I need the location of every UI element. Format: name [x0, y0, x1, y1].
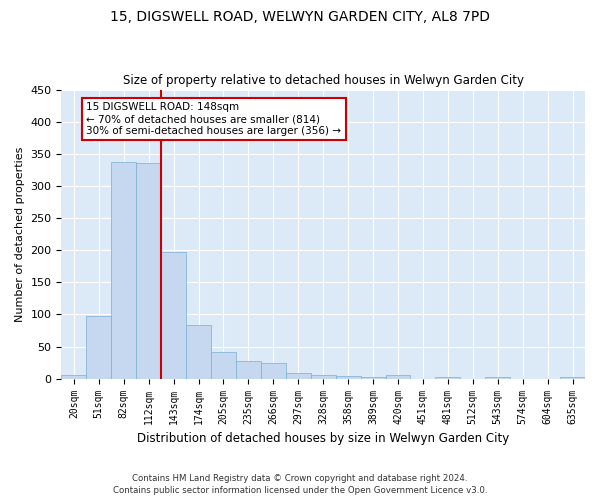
- Title: Size of property relative to detached houses in Welwyn Garden City: Size of property relative to detached ho…: [123, 74, 524, 87]
- Bar: [286, 373, 311, 378]
- Bar: [311, 375, 335, 378]
- Y-axis label: Number of detached properties: Number of detached properties: [15, 146, 25, 322]
- Bar: [136, 163, 161, 378]
- Bar: [436, 377, 460, 378]
- Text: 15 DIGSWELL ROAD: 148sqm
← 70% of detached houses are smaller (814)
30% of semi-: 15 DIGSWELL ROAD: 148sqm ← 70% of detach…: [86, 102, 341, 136]
- Bar: [485, 377, 510, 378]
- Text: Contains HM Land Registry data © Crown copyright and database right 2024.
Contai: Contains HM Land Registry data © Crown c…: [113, 474, 487, 495]
- Bar: [61, 376, 86, 378]
- Bar: [161, 252, 186, 378]
- Bar: [261, 362, 286, 378]
- Bar: [111, 162, 136, 378]
- Bar: [86, 316, 111, 378]
- Text: 15, DIGSWELL ROAD, WELWYN GARDEN CITY, AL8 7PD: 15, DIGSWELL ROAD, WELWYN GARDEN CITY, A…: [110, 10, 490, 24]
- Bar: [211, 352, 236, 378]
- Bar: [560, 377, 585, 378]
- Bar: [335, 376, 361, 378]
- Bar: [236, 362, 261, 378]
- Bar: [186, 324, 211, 378]
- Bar: [386, 376, 410, 378]
- Bar: [361, 377, 386, 378]
- X-axis label: Distribution of detached houses by size in Welwyn Garden City: Distribution of detached houses by size …: [137, 432, 509, 445]
